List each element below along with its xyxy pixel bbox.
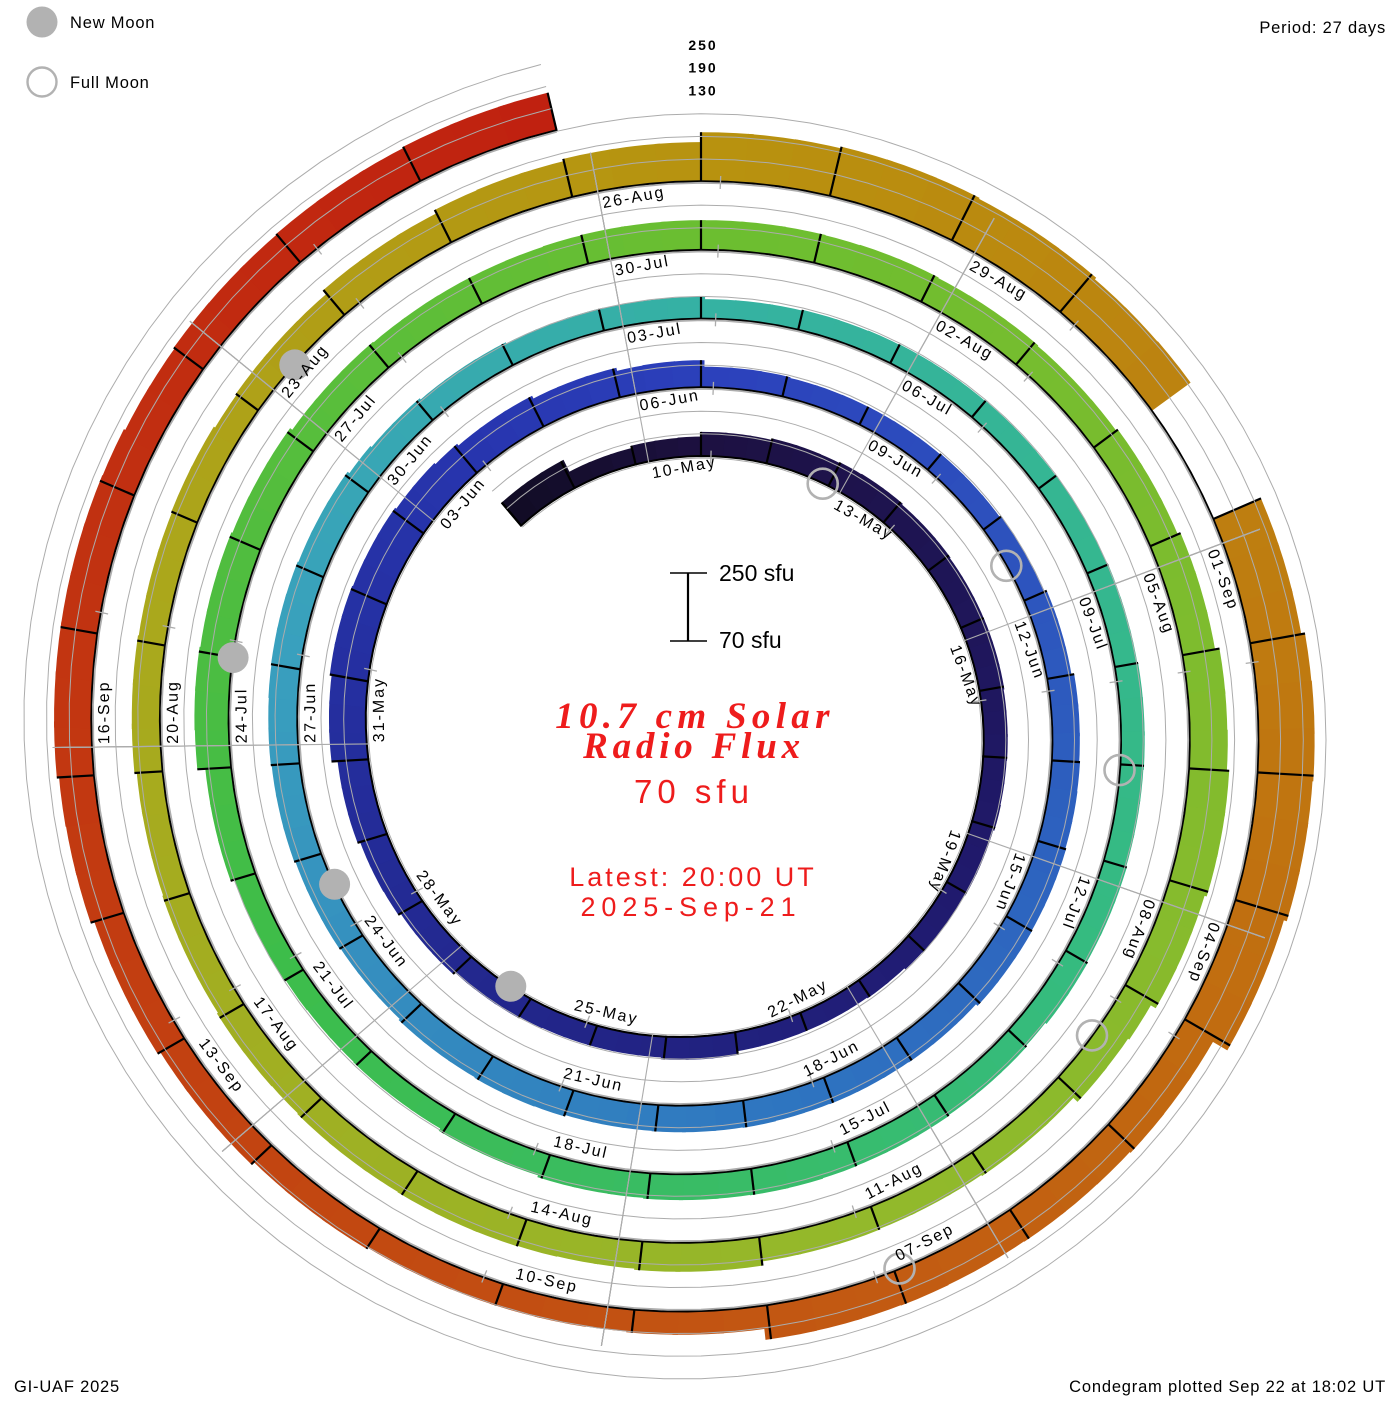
svg-text:190: 190 [688, 60, 717, 76]
svg-text:20-Aug: 20-Aug [165, 680, 182, 744]
svg-text:2025-Sep-21: 2025-Sep-21 [580, 892, 801, 922]
svg-text:130: 130 [688, 82, 717, 98]
svg-text:New Moon: New Moon [70, 14, 155, 32]
svg-text:Radio Flux: Radio Flux [582, 726, 805, 767]
svg-text:250: 250 [688, 37, 717, 53]
svg-text:GI-UAF 2025: GI-UAF 2025 [14, 1378, 120, 1396]
svg-text:Latest: 20:00 UT: Latest: 20:00 UT [569, 862, 817, 892]
svg-text:16-Sep: 16-Sep [96, 680, 113, 744]
svg-text:31-May: 31-May [371, 677, 388, 742]
svg-text:27-Jun: 27-Jun [302, 682, 319, 743]
svg-text:24-Jul: 24-Jul [233, 688, 250, 744]
svg-text:70 sfu: 70 sfu [719, 627, 782, 653]
svg-text:70 sfu: 70 sfu [634, 773, 754, 810]
svg-text:Condegram plotted Sep 22 at 18: Condegram plotted Sep 22 at 18:02 UT [1069, 1378, 1386, 1396]
svg-text:Full Moon: Full Moon [70, 74, 150, 92]
svg-text:Period: 27 days: Period: 27 days [1259, 19, 1386, 37]
svg-text:250 sfu: 250 sfu [719, 560, 794, 586]
